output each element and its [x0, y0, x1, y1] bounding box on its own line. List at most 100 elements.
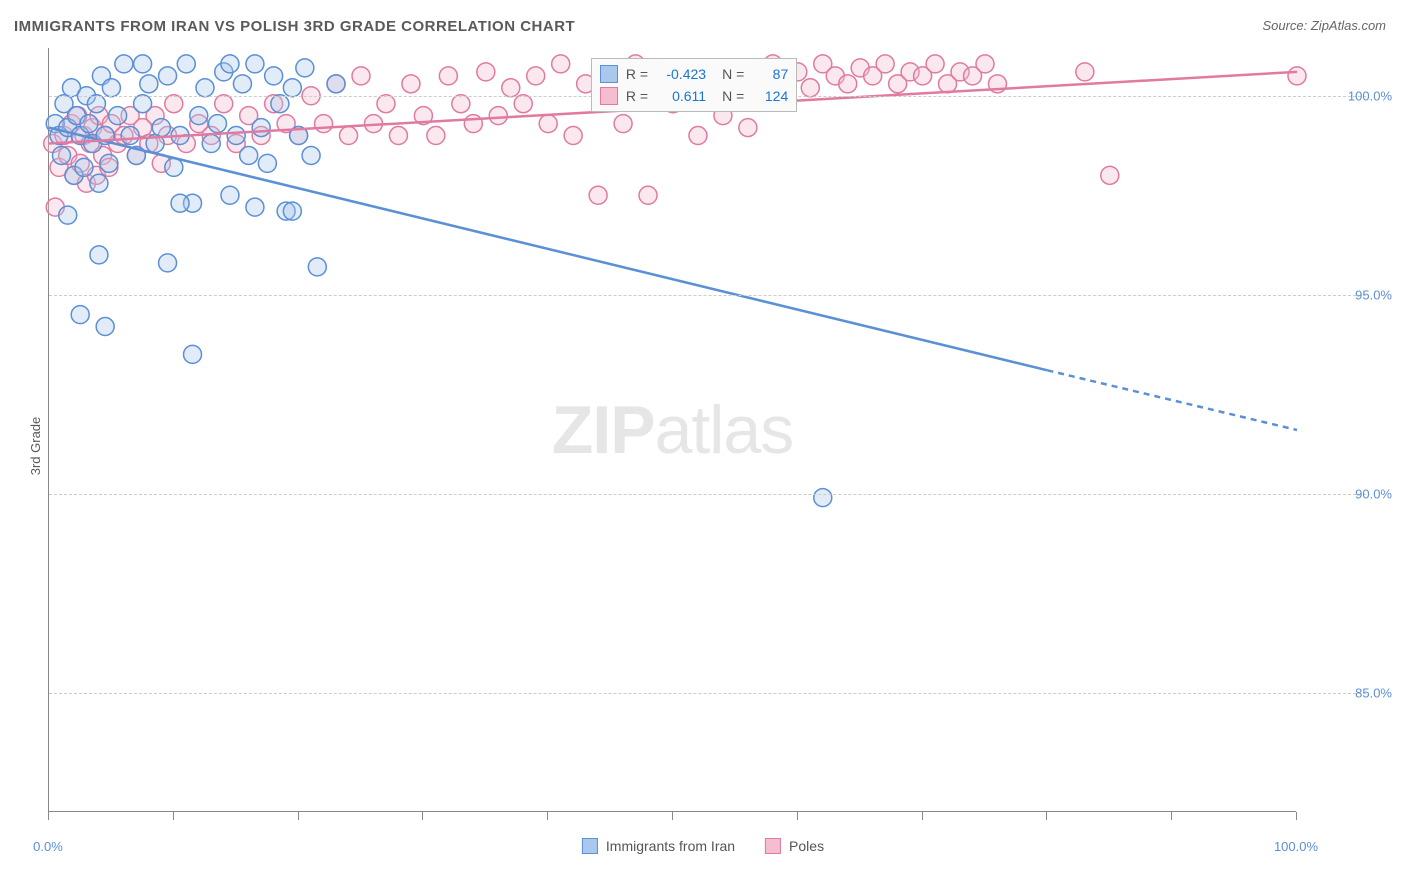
- stats-row: R = 0.611 N = 124: [600, 85, 788, 107]
- x-tick: [1171, 812, 1172, 820]
- scatter-point: [739, 119, 757, 137]
- x-tick: [1046, 812, 1047, 820]
- scatter-point: [190, 107, 208, 125]
- scatter-point: [689, 127, 707, 145]
- x-tick: [547, 812, 548, 820]
- scatter-point: [302, 146, 320, 164]
- scatter-point: [102, 79, 120, 97]
- x-tick: [922, 812, 923, 820]
- scatter-point: [564, 127, 582, 145]
- scatter-point: [327, 75, 345, 93]
- chart-title: IMMIGRANTS FROM IRAN VS POLISH 3RD GRADE…: [14, 18, 575, 35]
- source-attribution: Source: ZipAtlas.com: [1262, 18, 1386, 33]
- y-tick-label: 95.0%: [1355, 287, 1392, 302]
- stats-n-value: 124: [752, 88, 788, 104]
- scatter-point: [246, 55, 264, 73]
- scatter-point: [87, 95, 105, 113]
- scatter-point: [165, 95, 183, 113]
- scatter-point: [109, 107, 127, 125]
- scatter-point: [215, 95, 233, 113]
- x-tick-label: 100.0%: [1274, 839, 1318, 854]
- scatter-point: [75, 158, 93, 176]
- scatter-point: [96, 318, 114, 336]
- scatter-point: [315, 115, 333, 133]
- legend-item: Immigrants from Iran: [582, 838, 735, 854]
- scatter-point: [527, 67, 545, 85]
- stats-r-label: R =: [626, 88, 648, 104]
- scatter-point: [134, 95, 152, 113]
- stats-r-label: R =: [626, 66, 648, 82]
- chart-plot-area: ZIPatlas: [48, 48, 1296, 812]
- scatter-point: [59, 206, 77, 224]
- scatter-point: [196, 79, 214, 97]
- scatter-point: [514, 95, 532, 113]
- scatter-point: [246, 198, 264, 216]
- legend-label: Poles: [789, 838, 824, 854]
- scatter-point: [283, 202, 301, 220]
- stats-r-value: 0.611: [656, 88, 706, 104]
- scatter-point: [389, 127, 407, 145]
- gridline: [49, 693, 1366, 694]
- scatter-point: [926, 55, 944, 73]
- y-tick-label: 90.0%: [1355, 486, 1392, 501]
- scatter-point: [614, 115, 632, 133]
- scatter-point: [296, 59, 314, 77]
- scatter-point: [464, 115, 482, 133]
- scatter-point: [639, 186, 657, 204]
- scatter-point: [221, 55, 239, 73]
- y-tick-label: 85.0%: [1355, 685, 1392, 700]
- x-tick: [422, 812, 423, 820]
- stats-row: R =-0.423N =87: [600, 63, 788, 85]
- scatter-point: [208, 115, 226, 133]
- scatter-point: [165, 158, 183, 176]
- scatter-point: [814, 489, 832, 507]
- y-tick-label: 100.0%: [1348, 88, 1392, 103]
- legend-swatch: [582, 838, 598, 854]
- scatter-point: [52, 146, 70, 164]
- scatter-point: [439, 67, 457, 85]
- scatter-point: [90, 174, 108, 192]
- scatter-point: [140, 75, 158, 93]
- scatter-point: [71, 306, 89, 324]
- stats-n-label: N =: [722, 66, 744, 82]
- scatter-point: [340, 127, 358, 145]
- stats-legend-box: R =-0.423N =87R =0.611N =124: [591, 58, 797, 112]
- x-tick-label: 0.0%: [33, 839, 63, 854]
- scatter-point: [121, 127, 139, 145]
- regression-line: [49, 128, 1047, 371]
- scatter-point: [152, 119, 170, 137]
- scatter-point: [477, 63, 495, 81]
- scatter-point: [265, 67, 283, 85]
- scatter-point: [159, 254, 177, 272]
- scatter-point: [134, 55, 152, 73]
- x-tick: [298, 812, 299, 820]
- x-tick: [797, 812, 798, 820]
- x-tick: [1296, 812, 1297, 820]
- scatter-point: [839, 75, 857, 93]
- legend-label: Immigrants from Iran: [606, 838, 735, 854]
- stats-n-label: N =: [722, 88, 744, 104]
- scatter-point: [171, 194, 189, 212]
- scatter-point: [283, 79, 301, 97]
- scatter-point: [801, 79, 819, 97]
- scatter-point: [876, 55, 894, 73]
- scatter-point: [177, 55, 195, 73]
- scatter-point: [976, 55, 994, 73]
- scatter-point: [100, 154, 118, 172]
- gridline: [49, 494, 1366, 495]
- scatter-point: [552, 55, 570, 73]
- scatter-point: [352, 67, 370, 85]
- x-tick: [173, 812, 174, 820]
- stats-n-value: 87: [752, 66, 788, 82]
- scatter-point: [402, 75, 420, 93]
- stats-swatch: [600, 65, 618, 83]
- scatter-point: [452, 95, 470, 113]
- scatter-point: [1288, 67, 1306, 85]
- scatter-point: [221, 186, 239, 204]
- gridline: [49, 295, 1366, 296]
- y-axis-label: 3rd Grade: [28, 417, 43, 476]
- regression-line-extrapolated: [1047, 370, 1297, 430]
- legend-item: Poles: [765, 838, 824, 854]
- scatter-point: [489, 107, 507, 125]
- scatter-point: [80, 115, 98, 133]
